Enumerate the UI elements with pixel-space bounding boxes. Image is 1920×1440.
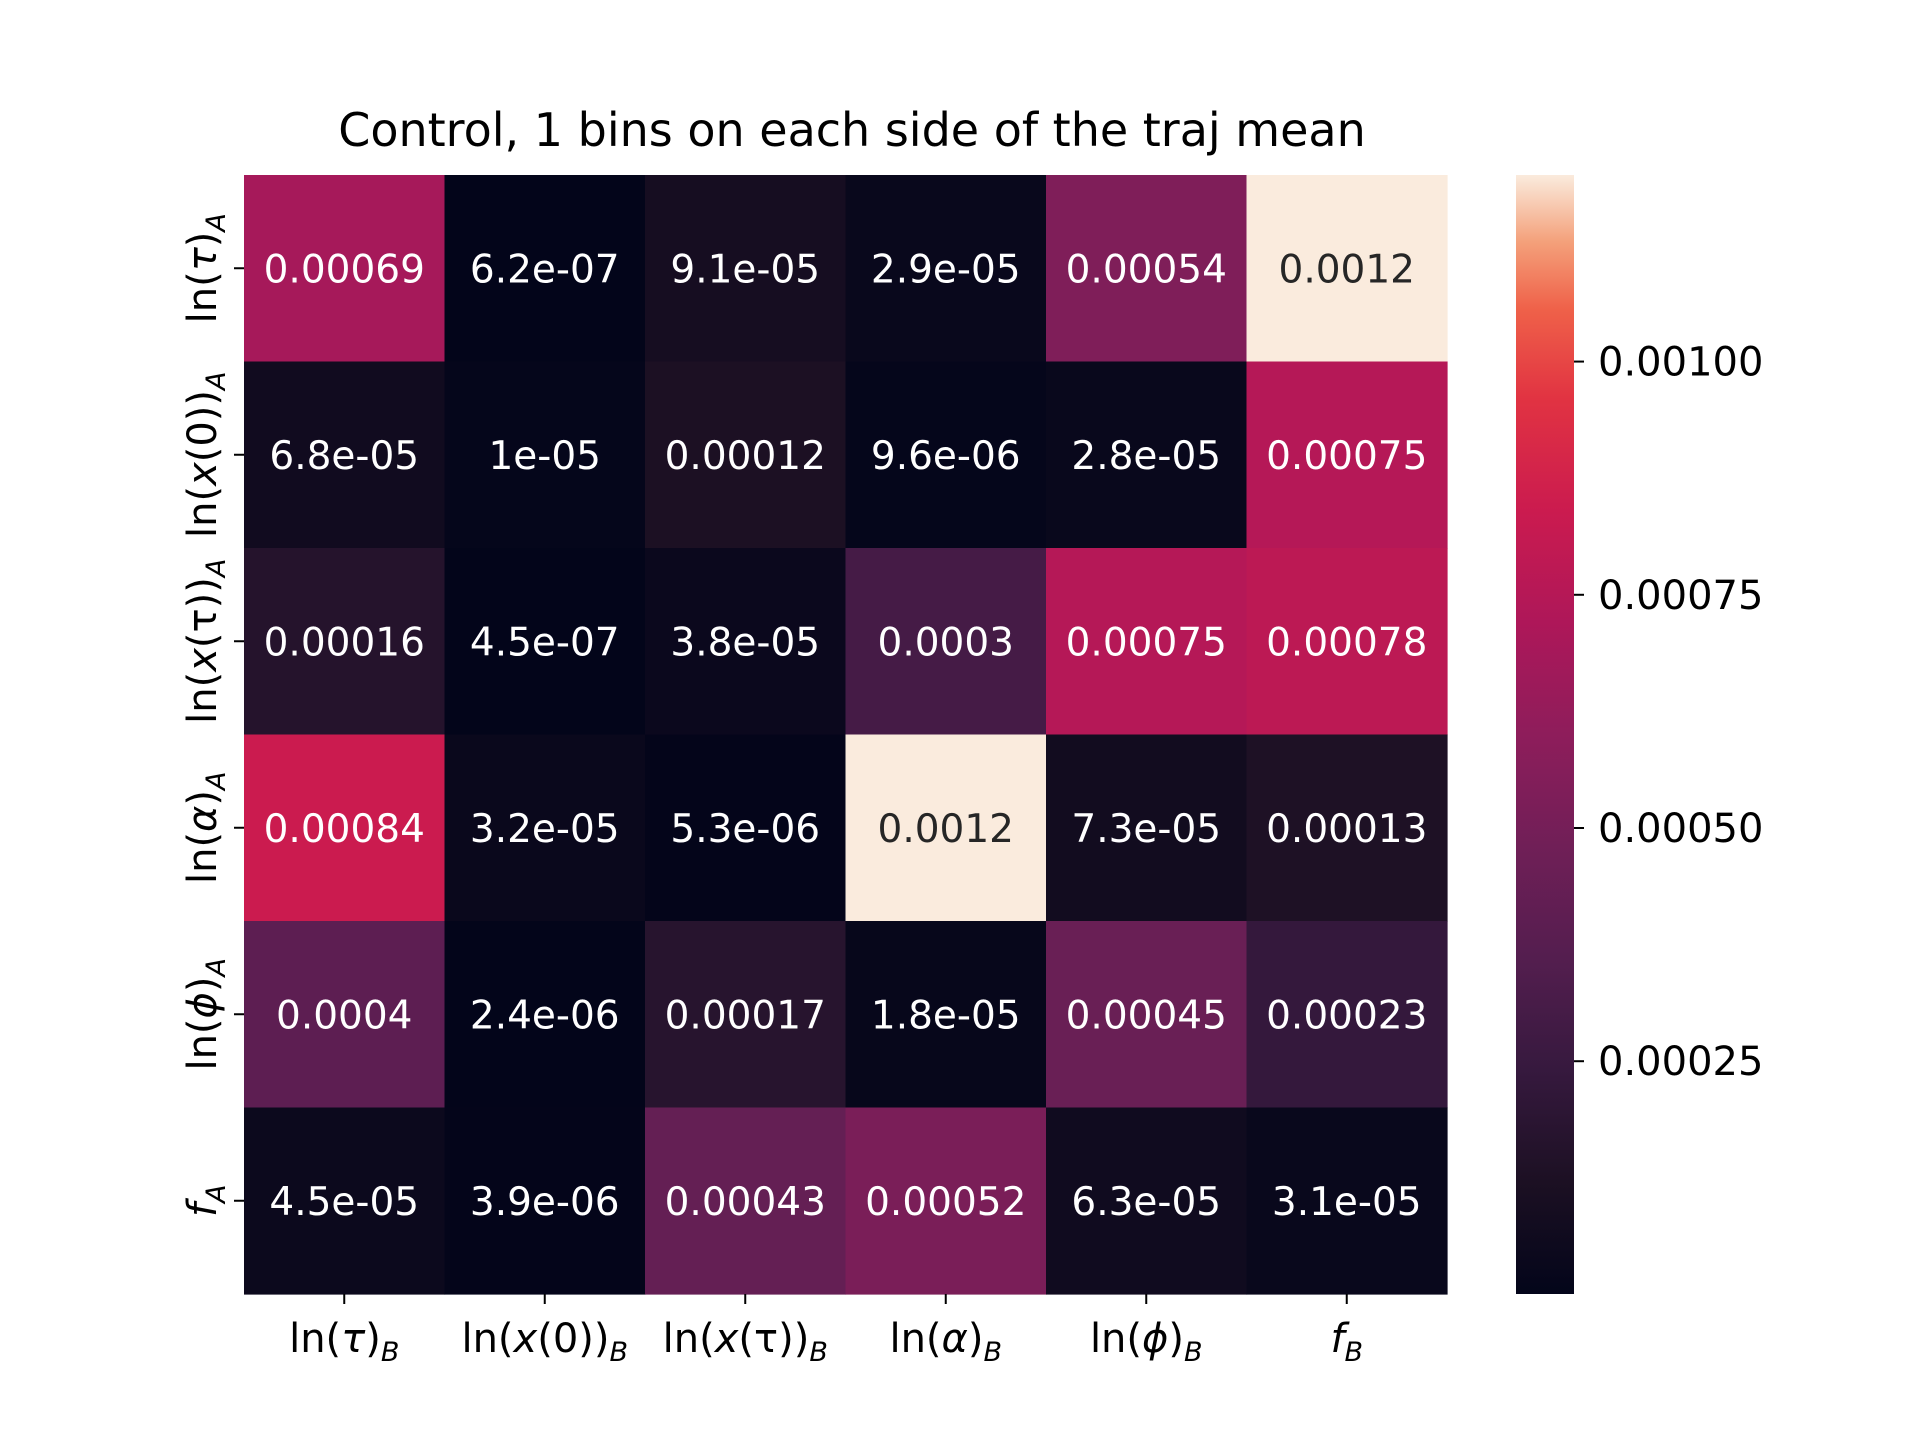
heatmap-cell [244, 1107, 446, 1295]
heatmap-cell [244, 734, 446, 922]
cell-value-label: 0.00078 [1266, 620, 1427, 665]
cell-value-label: 0.00045 [1066, 993, 1227, 1038]
cell-value-label: 0.00023 [1266, 993, 1427, 1038]
heatmap-cell [244, 548, 446, 736]
cell-value-label: 0.00069 [264, 247, 425, 292]
cell-value-label: 4.5e-07 [470, 620, 620, 665]
colorbar-tick-label: 0.00100 [1598, 340, 1763, 386]
heatmap-cell [444, 1107, 646, 1295]
x-tick-label: ln(ϕ)B [1090, 1316, 1203, 1368]
cell-value-label: 6.8e-05 [269, 434, 419, 479]
cell-value-label: 0.00075 [1266, 434, 1427, 479]
cell-value-label: 3.8e-05 [670, 620, 820, 665]
cell-value-label: 6.3e-05 [1071, 1180, 1221, 1225]
heatmap-cell [444, 921, 646, 1109]
heatmap-cell [845, 175, 1047, 363]
heatmap-cell [1246, 548, 1448, 736]
cell-value-label: 9.6e-06 [871, 434, 1021, 479]
heatmap-cell [1046, 548, 1248, 736]
y-tick-label: ln(x(0))A [180, 372, 232, 539]
heatmap-cells: 0.00069 6.2e-07 9.1e-05 2.9e-05 0.00054 0.001… [244, 175, 1448, 1295]
heatmap-cell [1046, 361, 1248, 549]
heatmap-cell [1046, 1107, 1248, 1295]
heatmap-cell [1246, 921, 1448, 1109]
heatmap-cell [1046, 175, 1248, 363]
cell-value-label: 0.0012 [878, 807, 1014, 852]
heatmap-cell [1246, 175, 1448, 363]
cell-value-label: 0.0012 [1279, 247, 1415, 292]
cell-value-label: 0.00075 [1066, 620, 1227, 665]
heatmap-cell [845, 548, 1047, 736]
x-axis: ln(τ)B ln(x(0))B ln(x(τ))B ln(α)B ln(ϕ)B fB [289, 1294, 1363, 1368]
cell-value-label: 0.00013 [1266, 807, 1427, 852]
heatmap-cell [645, 548, 847, 736]
cell-value-label: 3.9e-06 [470, 1180, 620, 1225]
cell-value-label: 6.2e-07 [470, 247, 620, 292]
cell-value-label: 0.00052 [865, 1180, 1026, 1225]
heatmap-cell [645, 1107, 847, 1295]
heatmap-cell [1246, 361, 1448, 549]
heatmap-cell [244, 175, 446, 363]
cell-value-label: 0.00043 [665, 1180, 826, 1225]
heatmap-cell [645, 175, 847, 363]
heatmap-cell [1246, 1107, 1448, 1295]
cell-value-label: 1e-05 [488, 434, 601, 479]
heatmap-cell [645, 734, 847, 922]
chart-title: Control, 1 bins on each side of the traj… [338, 103, 1366, 157]
cell-value-label: 0.00017 [665, 993, 826, 1038]
cell-value-label: 0.00084 [264, 807, 425, 852]
cell-value-label: 0.00016 [264, 620, 425, 665]
heatmap-cell [444, 361, 646, 549]
colorbar-gradient [1516, 175, 1574, 1294]
cell-value-label: 5.3e-06 [670, 807, 820, 852]
cell-value-label: 3.2e-05 [470, 807, 620, 852]
x-tick-label: ln(τ)B [289, 1316, 399, 1368]
cell-value-label: 2.8e-05 [1071, 434, 1221, 479]
cell-value-label: 2.4e-06 [470, 993, 620, 1038]
y-tick-label: fA [180, 1184, 232, 1217]
colorbar-tick-label: 0.00025 [1598, 1039, 1763, 1085]
y-axis: ln(τ)A ln(x(0))A ln(x(τ))A ln(α)A ln(ϕ)A fA [180, 213, 244, 1217]
heatmap-cell [244, 361, 446, 549]
cell-value-label: 0.0004 [276, 993, 412, 1038]
heatmap-cell [845, 361, 1047, 549]
cell-value-label: 2.9e-05 [871, 247, 1021, 292]
cell-value-label: 0.00054 [1066, 247, 1227, 292]
x-tick-label: ln(x(0))B [461, 1316, 628, 1368]
cell-value-label: 0.0003 [878, 620, 1014, 665]
cell-value-label: 0.00012 [665, 434, 826, 479]
x-tick-label: ln(α)B [889, 1316, 1002, 1368]
colorbar: 0.00025 0.00050 0.00075 0.00100 [1516, 175, 1763, 1294]
y-tick-label: ln(ϕ)A [180, 958, 232, 1071]
heatmap-cell [1046, 921, 1248, 1109]
cell-value-label: 7.3e-05 [1071, 807, 1221, 852]
heatmap-cell [845, 734, 1047, 922]
cell-value-label: 9.1e-05 [670, 247, 820, 292]
x-tick-label: ln(x(τ))B [663, 1316, 828, 1368]
cell-value-label: 3.1e-05 [1272, 1180, 1422, 1225]
cell-value-label: 1.8e-05 [871, 993, 1021, 1038]
y-tick-label: ln(τ)A [180, 213, 232, 323]
heatmap-cell [444, 175, 646, 363]
colorbar-tick-label: 0.00075 [1598, 573, 1763, 619]
colorbar-tick-label: 0.00050 [1598, 806, 1763, 852]
heatmap-cell [244, 921, 446, 1109]
heatmap-cell [845, 921, 1047, 1109]
heatmap-cell [845, 1107, 1047, 1295]
y-tick-label: ln(α)A [180, 771, 232, 884]
y-tick-label: ln(x(τ))A [180, 559, 232, 724]
heatmap-cell [444, 548, 646, 736]
heatmap-cell [1046, 734, 1248, 922]
heatmap-cell [645, 361, 847, 549]
heatmap-cell [444, 734, 646, 922]
heatmap-cell [1246, 734, 1448, 922]
cell-value-label: 4.5e-05 [269, 1180, 419, 1225]
heatmap-cell [645, 921, 847, 1109]
x-tick-label: fB [1330, 1316, 1363, 1368]
